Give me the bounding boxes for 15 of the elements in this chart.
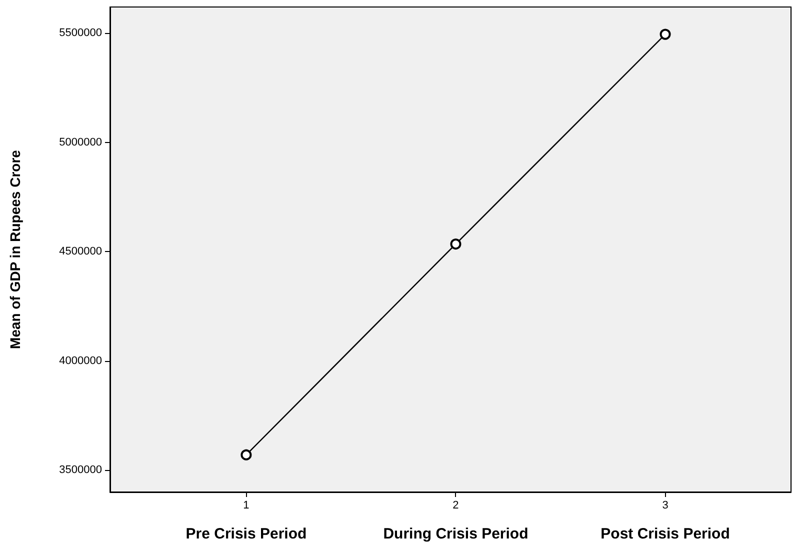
y-tick-label: 4000000 xyxy=(59,354,102,367)
y-tick-label: 5000000 xyxy=(59,136,102,148)
x-tick-label: 1 xyxy=(243,500,250,512)
point xyxy=(450,238,462,250)
x-tick-label: 3 xyxy=(662,500,668,512)
y-tick-label: 3500000 xyxy=(59,464,102,476)
text: Pre Crisis Period xyxy=(186,526,307,542)
y-tick-label: 4500000 xyxy=(59,246,102,258)
y-axis-title: Mean of GDP in Rupees Crore xyxy=(7,150,23,349)
text: Post Crisis Period xyxy=(600,526,730,542)
point xyxy=(240,449,252,460)
x-tick-label: 2 xyxy=(452,500,459,512)
text: During Crisis Period xyxy=(383,526,528,542)
point xyxy=(660,28,671,40)
y-tick-label: 5500000 xyxy=(59,27,102,40)
